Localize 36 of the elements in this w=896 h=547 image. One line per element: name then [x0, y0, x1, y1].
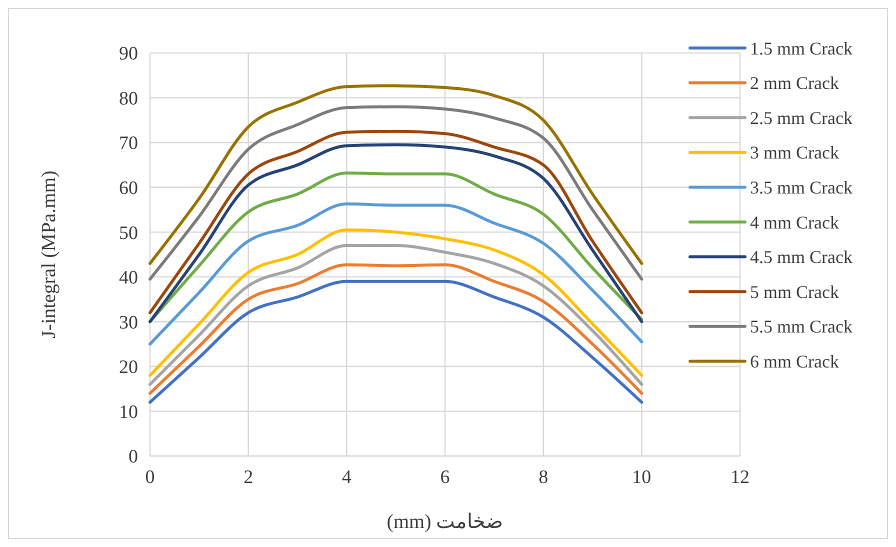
y-tick-label: 60: [119, 178, 138, 199]
line-series: [148, 84, 644, 265]
legend-label: 1.5 mm Crack: [750, 38, 852, 58]
y-tick-label: 30: [119, 312, 138, 334]
x-tick-label: 6: [440, 467, 450, 488]
y-tick-label: 90: [119, 44, 138, 65]
legend-label: 5 mm Crack: [750, 282, 839, 302]
x-tick-label: 10: [632, 467, 652, 488]
legend-label: 3.5 mm Crack: [750, 178, 852, 198]
line-series: [148, 202, 644, 346]
y-tick-label: 50: [119, 222, 138, 244]
line-series: [148, 105, 644, 281]
x-tick-label: 0: [145, 467, 155, 488]
legend-label: 5.5 mm Crack: [750, 316, 852, 337]
legend-label: 6 mm Crack: [750, 352, 839, 372]
x-tick-label: 8: [538, 467, 548, 488]
x-tick-label: 12: [730, 467, 750, 488]
line-series: [148, 244, 644, 386]
y-tick-label: 70: [119, 133, 138, 154]
x-tick-label: 4: [342, 467, 352, 488]
y-tick-label: 10: [119, 402, 138, 423]
y-tick-label: 0: [128, 446, 138, 468]
legend-label: 4.5 mm Crack: [750, 247, 852, 268]
legend-label: 2 mm Crack: [750, 73, 839, 94]
line-series: [148, 228, 644, 377]
line-series: [148, 263, 644, 395]
y-tick-label: 40: [119, 268, 138, 289]
line-series: [148, 280, 644, 404]
y-axis-title: J-integral (MPa.mm): [38, 170, 60, 338]
y-tick-label: 20: [119, 357, 138, 378]
y-tick-label: 80: [119, 88, 138, 110]
x-axis-title: ضخامت (mm): [386, 511, 504, 533]
legend-label: 3 mm Crack: [750, 142, 839, 163]
legend-label: 4 mm Crack: [750, 212, 839, 232]
x-tick-label: 2: [244, 467, 254, 488]
legend-label: 2.5 mm Crack: [750, 108, 852, 128]
